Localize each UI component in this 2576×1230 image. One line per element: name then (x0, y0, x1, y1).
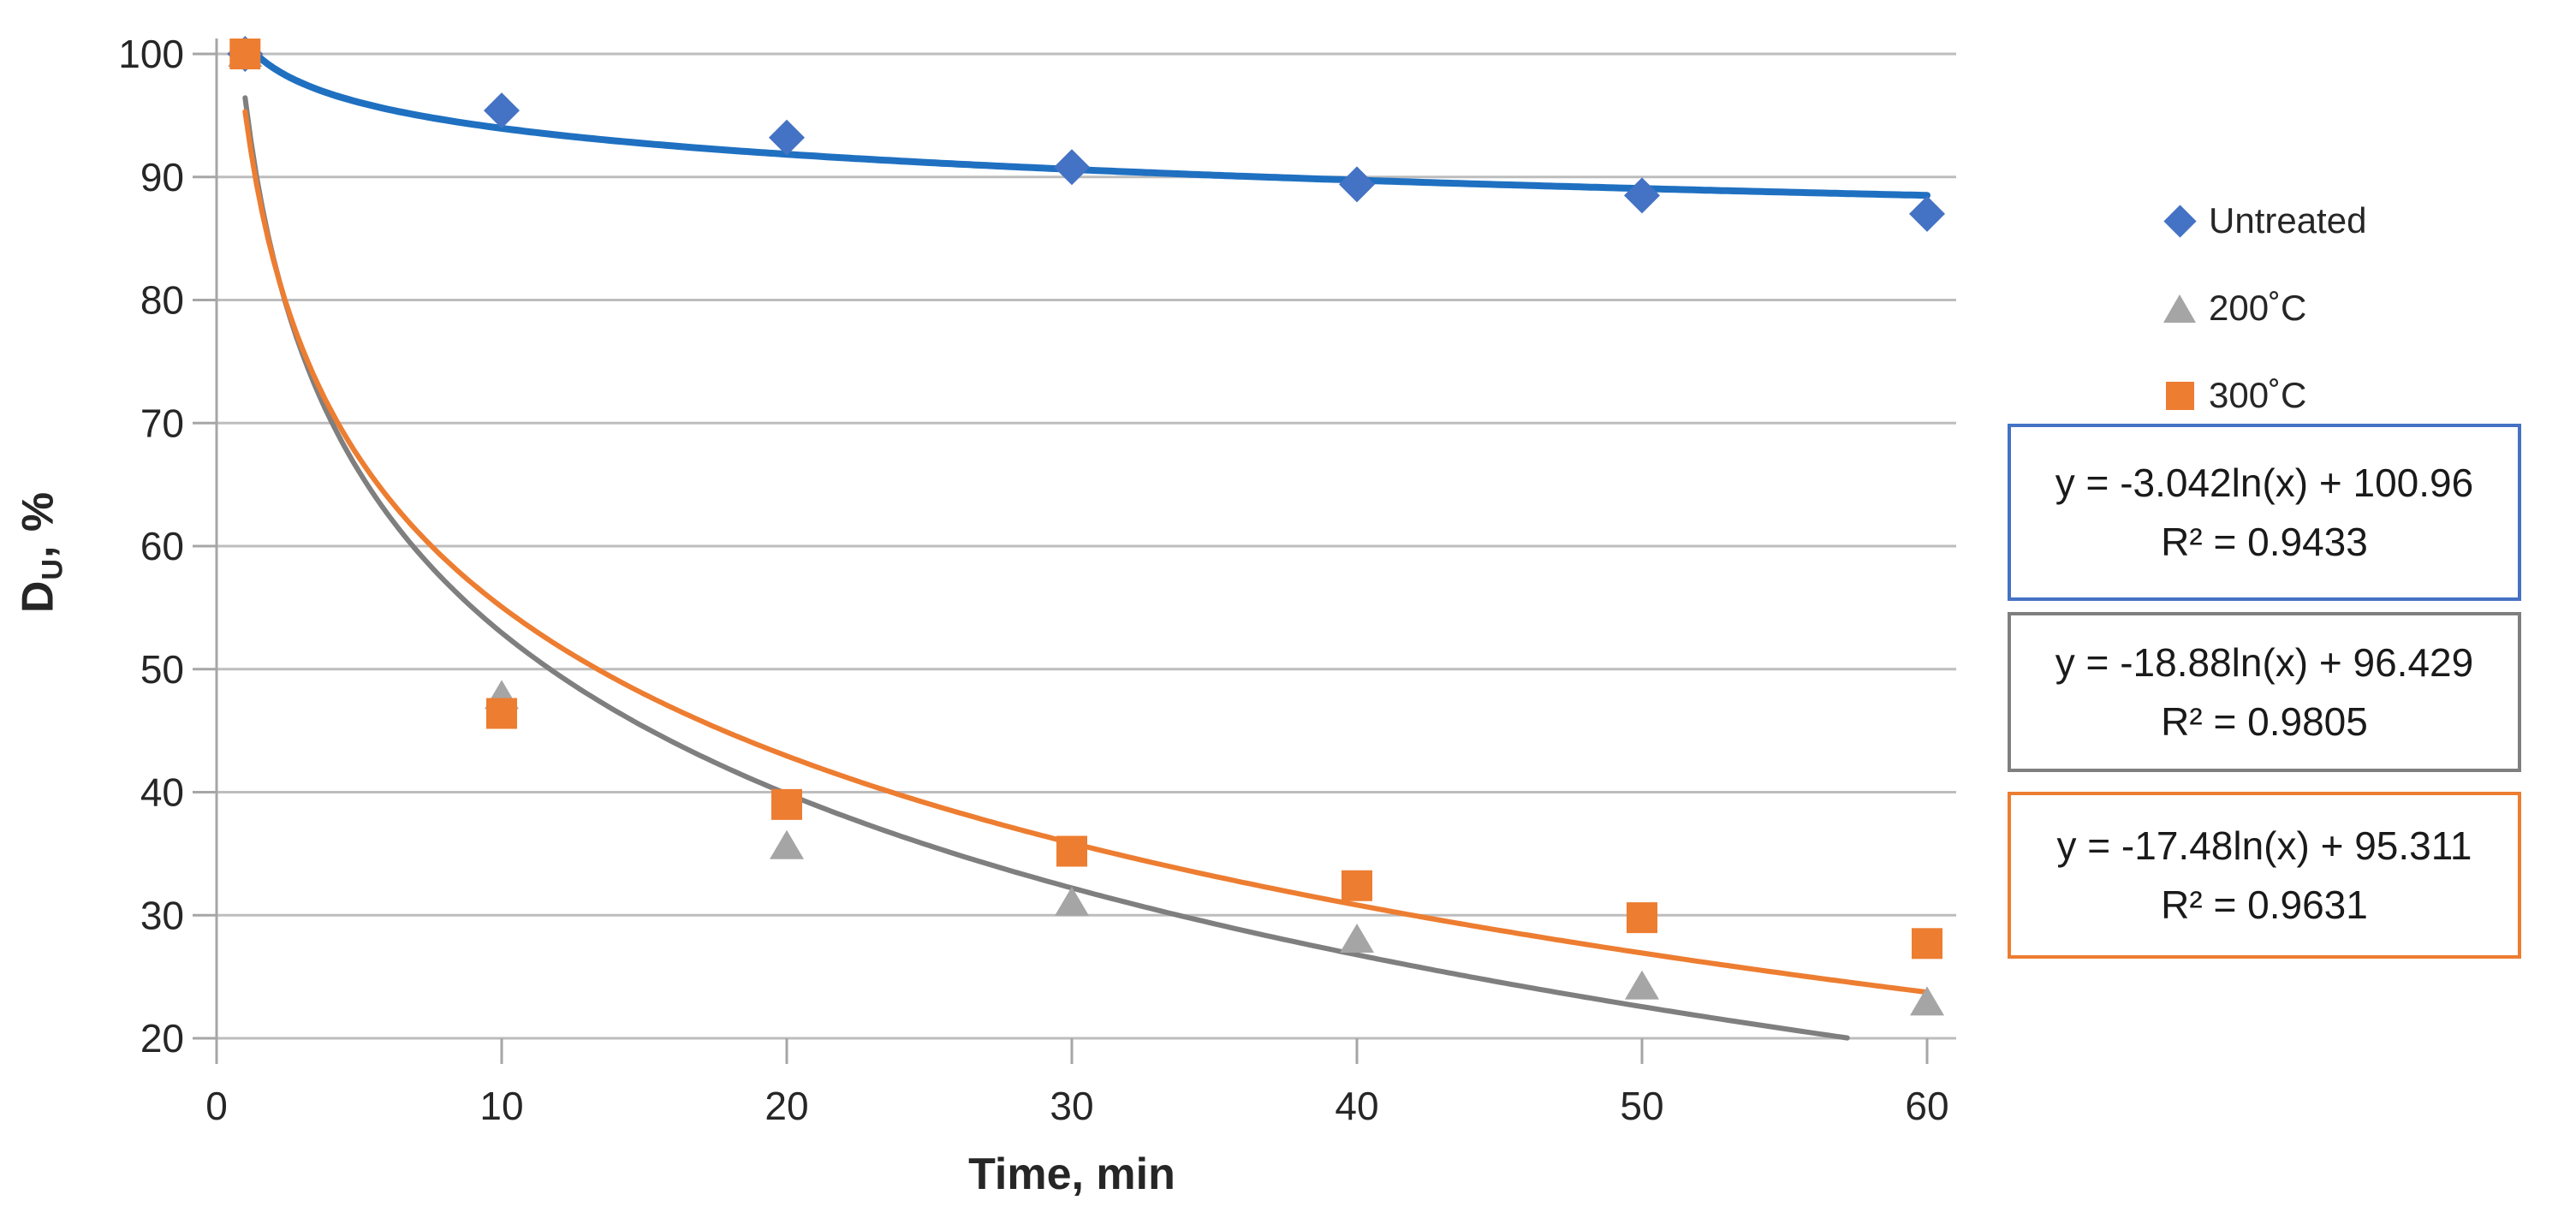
y-tick-label: 20 (140, 1016, 184, 1061)
trendline-equation: y = -18.88ln(x) + 96.429 (2055, 639, 2474, 685)
x-tick-label: 40 (1335, 1084, 1378, 1128)
trendline-r2: R² = 0.9631 (2161, 882, 2368, 927)
marker-300c (1342, 870, 1372, 901)
legend-label: 300˚C (2209, 375, 2307, 415)
x-tick-label: 60 (1905, 1084, 1948, 1128)
marker-200c (770, 829, 804, 859)
triangle-marker-icon (2163, 293, 2196, 324)
square-marker-icon (2164, 380, 2195, 411)
marker-300c (1056, 835, 1087, 867)
legend-item-200c: 200˚C (2163, 277, 2366, 339)
marker-200c (1055, 886, 1089, 916)
marker-300c (1912, 928, 1942, 960)
x-tick-label: 50 (1620, 1084, 1663, 1128)
marker-untreated (1054, 149, 1090, 186)
marker-300c (229, 39, 261, 69)
y-tick-label: 100 (118, 32, 184, 76)
y-axis-title: DU, % (12, 491, 69, 613)
x-tick-label: 30 (1050, 1084, 1093, 1128)
legend-label: 200˚C (2209, 288, 2307, 328)
trendline-200c (242, 95, 1850, 1041)
y-axis-title-sub: U (36, 558, 69, 580)
marker-300c (771, 788, 802, 820)
marker-untreated (769, 119, 805, 156)
marker-untreated (1909, 195, 1945, 232)
trendline-r2: R² = 0.9433 (2161, 519, 2368, 564)
trendline-equation-box-untreated: y = -3.042ln(x) + 100.96 R² = 0.9433 (2008, 424, 2521, 601)
x-axis-title: Time, min (968, 1150, 1175, 1199)
marker-untreated (1624, 177, 1660, 214)
marker-300c (1627, 902, 1657, 934)
marker-200c (1910, 986, 1944, 1016)
marker-200c (1340, 924, 1374, 953)
y-tick-label: 80 (140, 278, 184, 323)
legend: Untreated 200˚C 300˚C (2163, 190, 2367, 452)
marker-200c (1625, 970, 1659, 1000)
legend-item-300c: 300˚C (2164, 365, 2366, 426)
y-tick-label: 30 (140, 893, 184, 937)
marker-untreated (1339, 166, 1375, 203)
y-tick-label: 60 (140, 524, 184, 568)
trendline-equation-box-300c: y = -17.48ln(x) + 95.311 R² = 0.9631 (2008, 792, 2521, 959)
y-axis-title-rest: , % (13, 490, 63, 559)
y-tick-label: 50 (140, 647, 184, 692)
marker-untreated (484, 92, 520, 129)
trendline-equation: y = -17.48ln(x) + 95.311 (2056, 823, 2472, 868)
trendline-equation-box-200c: y = -18.88ln(x) + 96.429 R² = 0.9805 (2008, 612, 2521, 772)
marker-300c (486, 698, 517, 729)
legend-label: Untreated (2209, 200, 2367, 241)
legend-item-untreated: Untreated (2163, 190, 2367, 252)
y-tick-label: 90 (140, 155, 184, 199)
diamond-marker-icon (2163, 204, 2197, 238)
y-tick-label: 40 (140, 770, 184, 815)
y-tick-label: 70 (140, 401, 184, 445)
x-tick-label: 20 (764, 1084, 808, 1128)
x-tick-label: 10 (479, 1084, 523, 1128)
x-tick-label: 0 (205, 1084, 228, 1128)
trendline-r2: R² = 0.9805 (2161, 698, 2368, 744)
y-axis-title-main: D (13, 579, 63, 614)
trendline-equation: y = -3.042ln(x) + 100.96 (2055, 460, 2474, 505)
